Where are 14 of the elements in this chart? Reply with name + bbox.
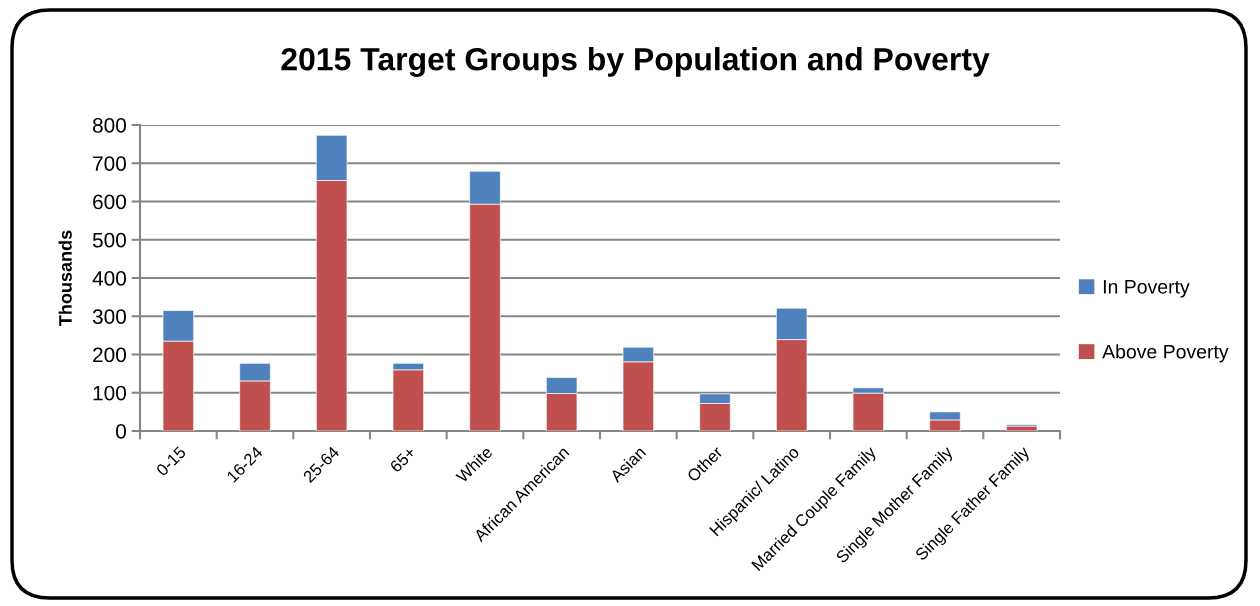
chart-title: 2015 Target Groups by Population and Poverty bbox=[281, 47, 990, 77]
y-tick-label: 300 bbox=[92, 309, 126, 324]
y-tick-label: 700 bbox=[93, 156, 126, 171]
y-tick-label: 400 bbox=[92, 271, 126, 286]
y-axis-title: Thousands bbox=[58, 230, 72, 326]
y-tick-label: 800 bbox=[92, 118, 126, 133]
y-tick-label: 100 bbox=[93, 385, 126, 401]
x-tick-label: 65+ bbox=[389, 445, 417, 473]
y-tick-label: 500 bbox=[92, 232, 126, 248]
legend-label: In Poverty bbox=[1103, 280, 1190, 298]
y-tick-label: 0 bbox=[116, 424, 126, 439]
legend-label: Above Poverty bbox=[1102, 344, 1229, 363]
y-tick-label: 200 bbox=[93, 347, 126, 363]
y-tick-label: 600 bbox=[93, 194, 126, 210]
